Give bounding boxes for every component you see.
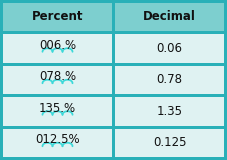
- Text: 0.06: 0.06: [156, 42, 183, 55]
- Bar: [3, 3, 112, 31]
- Text: 0.78: 0.78: [156, 73, 183, 86]
- Bar: [3, 34, 112, 63]
- Text: 006.%: 006.%: [39, 39, 76, 52]
- Text: 012.5%: 012.5%: [35, 133, 80, 146]
- Text: Percent: Percent: [32, 11, 83, 24]
- Bar: [115, 3, 224, 31]
- Text: 1.35: 1.35: [156, 105, 183, 118]
- Text: 0.125: 0.125: [153, 136, 186, 149]
- Bar: [115, 65, 224, 94]
- Text: 135.%: 135.%: [39, 102, 76, 115]
- Bar: [3, 65, 112, 94]
- Bar: [115, 128, 224, 157]
- Bar: [115, 97, 224, 125]
- Bar: [3, 128, 112, 157]
- Bar: [3, 97, 112, 125]
- Text: 078.%: 078.%: [39, 70, 76, 83]
- Text: Decimal: Decimal: [143, 11, 196, 24]
- Bar: [115, 34, 224, 63]
